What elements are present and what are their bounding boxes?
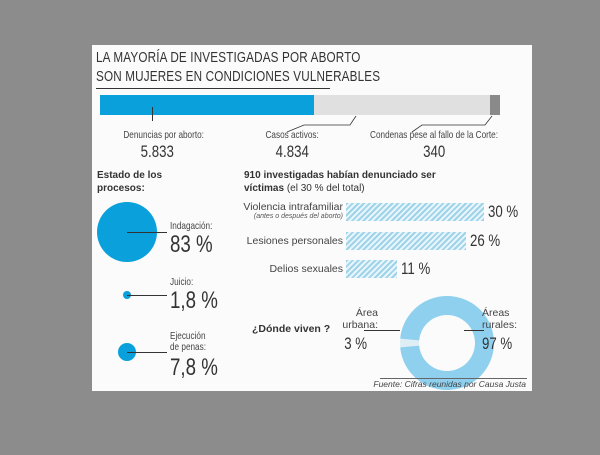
leader-lines: [286, 115, 493, 133]
bubble-leader-0: [127, 232, 167, 233]
bubble-1: [122, 290, 132, 300]
leader-line-urban: [364, 330, 400, 331]
victim-bar-0: [346, 203, 484, 221]
victim-value-2: 11 %: [400, 259, 430, 278]
bubble-label-1: Juicio:: [170, 276, 194, 288]
stack-value-0: 5.833: [140, 142, 174, 161]
stack-label-0: Denuncias por aborto:: [123, 129, 204, 141]
victim-value-1: 26 %: [469, 231, 500, 250]
stack-segment-2: [490, 95, 500, 115]
title-line-2: SON MUJERES EN CONDICIONES VULNERABLES: [96, 68, 381, 85]
leader-line-rural: [464, 330, 484, 331]
source-note: Fuente: Cifras reunidas por Causa Justa: [373, 379, 526, 389]
donut-value-rural: 97 %: [482, 334, 513, 353]
bubble-leader-1: [127, 295, 167, 296]
stack-label-2: Condenas pese al fallo de la Corte:: [370, 129, 499, 141]
title-line-1: LA MAYORÍA DE INVESTIGADAS POR ABORTO: [96, 49, 361, 66]
donut-value-urban: 3 %: [343, 334, 367, 353]
victim-bar-1: [346, 232, 466, 250]
donut-label-rural: Áreas rurales:: [482, 307, 518, 331]
victim-label-2: Delios sexuales: [269, 263, 343, 275]
stack-value-2: 340: [423, 142, 446, 161]
stacked-bar: [100, 95, 500, 115]
victim-value-0: 30 %: [488, 202, 519, 221]
bubble-label-2: Ejecución de penas:: [170, 330, 206, 353]
donut-title: ¿Dónde viven ?: [252, 323, 331, 335]
title-underline: [96, 88, 330, 89]
stack-value-1: 4.834: [275, 142, 309, 161]
bubble-leader-2: [127, 352, 167, 353]
donut-label-urban: Área urbana:: [342, 307, 378, 331]
victim-label-note: (antes o después del aborto): [253, 213, 343, 220]
stack-segment-1: [314, 95, 490, 115]
leader-line: [152, 107, 153, 121]
donut-chart: [400, 296, 494, 390]
infographic-card: LA MAYORÍA DE INVESTIGADAS POR ABORTO SO…: [92, 45, 532, 391]
victim-bar-2: [346, 260, 397, 278]
donut-slice-1: [400, 296, 494, 390]
source-rule: [380, 378, 527, 379]
donut-slice-0: [400, 338, 420, 348]
stack-label-1: Casos activos:: [265, 129, 319, 141]
bubble-value-2: 7,8 %: [170, 354, 218, 381]
bubble-label-0: Indagación:: [170, 220, 213, 232]
bubble-2: [117, 342, 137, 362]
bubble-value-0: 83 %: [170, 231, 213, 258]
bubble-value-1: 1,8 %: [170, 287, 218, 314]
procesos-title: Estado de los procesos:: [97, 170, 163, 194]
victim-label-1: Lesiones personales: [246, 235, 343, 247]
victims-title: 910 investigadas habían denunciado ser v…: [244, 170, 436, 194]
stack-segment-0: [100, 95, 314, 115]
victim-label-0: Violencia intrafamiliar: [243, 201, 343, 213]
